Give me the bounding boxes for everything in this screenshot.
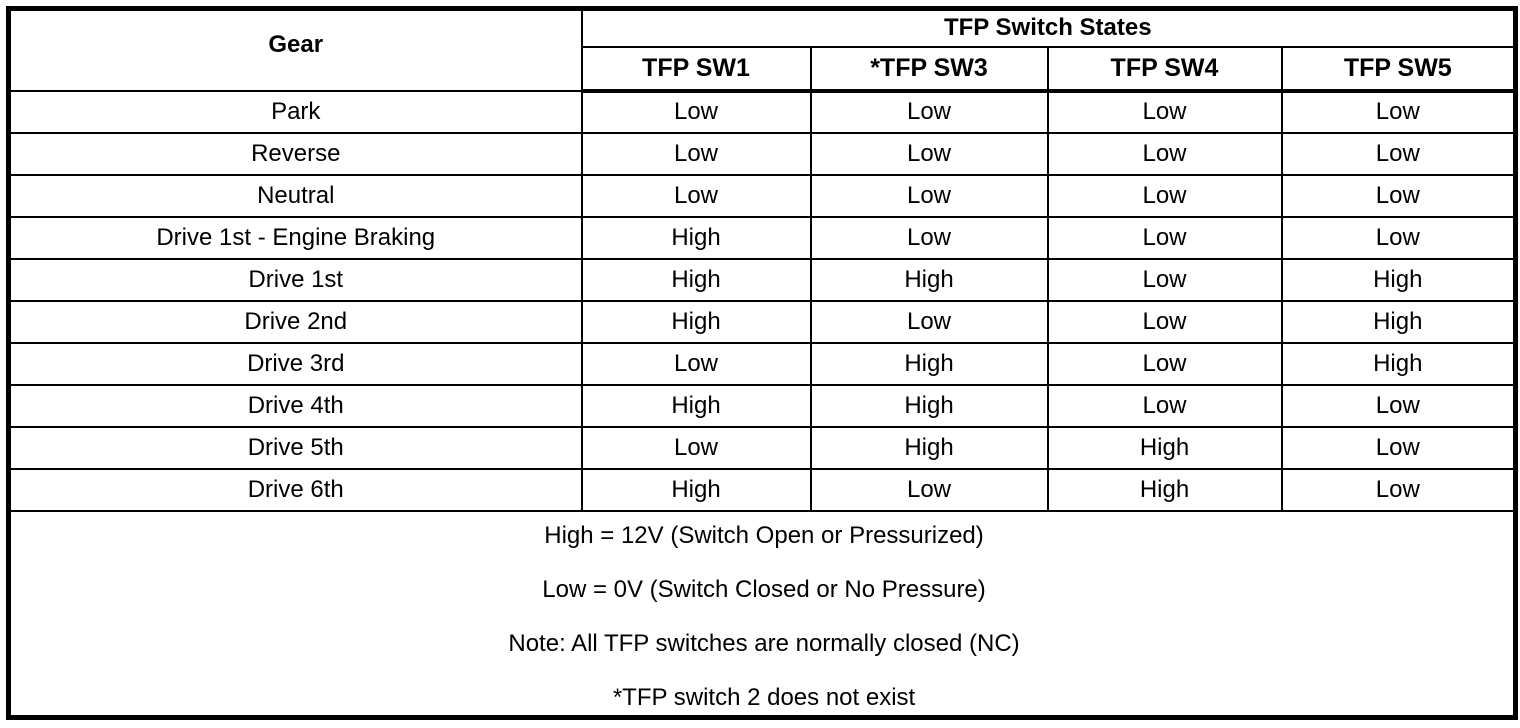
note-low-definition: Low = 0V (Switch Closed or No Pressure)	[542, 575, 986, 603]
gear-cell: Drive 4th	[7, 383, 583, 428]
state-cell: Low	[1046, 131, 1283, 176]
state-cell: High	[1046, 425, 1283, 470]
state-cell: High	[580, 215, 812, 260]
gear-cell: Drive 2nd	[7, 299, 583, 344]
column-header-tfp-sw3: *TFP SW3	[809, 45, 1049, 93]
state-cell: High	[1280, 257, 1517, 302]
state-cell: Low	[1046, 341, 1283, 386]
state-cell: High	[580, 257, 812, 302]
state-cell: Low	[809, 89, 1049, 134]
state-cell: Low	[1046, 173, 1283, 218]
footnotes-row: High = 12V (Switch Open or Pressurized) …	[7, 509, 1517, 719]
tfp-switch-states-table: Gear TFP Switch States TFP SW1 *TFP SW3 …	[6, 6, 1519, 720]
state-cell: High	[809, 383, 1049, 428]
header-group-row: Gear TFP Switch States	[7, 7, 1517, 92]
note-high-definition: High = 12V (Switch Open or Pressurized)	[544, 521, 984, 549]
state-cell: Low	[809, 131, 1049, 176]
footnotes-cell: High = 12V (Switch Open or Pressurized) …	[7, 509, 1517, 719]
gear-cell: Drive 6th	[7, 467, 583, 512]
state-cell: Low	[580, 131, 812, 176]
state-cell: Low	[1280, 173, 1517, 218]
state-cell: High	[580, 383, 812, 428]
gear-cell: Neutral	[7, 173, 583, 218]
column-header-row: TFP SW1 *TFP SW3 TFP SW4 TFP SW5	[9, 45, 1517, 93]
state-cell: High	[580, 299, 812, 344]
table-row-drive-3rd: Drive 3rd Low High Low High	[7, 341, 1517, 386]
note-normally-closed: Note: All TFP switches are normally clos…	[508, 629, 1020, 657]
column-header-tfp-sw5: TFP SW5	[1280, 45, 1517, 93]
state-cell: High	[1280, 299, 1517, 344]
state-cell: Low	[580, 173, 812, 218]
table-row-drive-6th: Drive 6th High Low High Low	[7, 467, 1517, 512]
table-row-drive-1st-engine-braking: Drive 1st - Engine Braking High Low Low …	[7, 215, 1517, 260]
state-cell: High	[809, 425, 1049, 470]
state-cell: Low	[809, 467, 1049, 512]
state-cell: Low	[1046, 215, 1283, 260]
state-cell: Low	[580, 89, 812, 134]
state-cell: Low	[1280, 425, 1517, 470]
state-cell: Low	[1046, 299, 1283, 344]
gear-cell: Drive 1st - Engine Braking	[7, 215, 583, 260]
state-cell: High	[1280, 341, 1517, 386]
table-row-drive-1st: Drive 1st High High Low High	[7, 257, 1517, 302]
state-cell: Low	[1046, 257, 1283, 302]
state-cell: High	[809, 341, 1049, 386]
state-cell: Low	[1046, 383, 1283, 428]
column-header-tfp-sw1: TFP SW1	[580, 45, 812, 93]
state-cell: Low	[1046, 89, 1283, 134]
state-cell: High	[1046, 467, 1283, 512]
state-cell: Low	[1280, 467, 1517, 512]
table-row-reverse: Reverse Low Low Low Low	[7, 131, 1517, 176]
state-cell: Low	[809, 173, 1049, 218]
state-cell: High	[809, 257, 1049, 302]
gear-column-header: Gear	[7, 7, 583, 92]
state-cell: Low	[1280, 89, 1517, 134]
state-cell: Low	[809, 215, 1049, 260]
state-cell: Low	[580, 341, 812, 386]
table-row-drive-5th: Drive 5th Low High High Low	[7, 425, 1517, 470]
table-row-neutral: Neutral Low Low Low Low	[7, 173, 1517, 218]
note-switch2-not-exist: *TFP switch 2 does not exist	[612, 683, 916, 711]
table-row-drive-4th: Drive 4th High High Low Low	[7, 383, 1517, 428]
gear-cell: Drive 5th	[7, 425, 583, 470]
state-cell: Low	[580, 425, 812, 470]
switch-states-group-header: TFP Switch States	[580, 7, 1517, 48]
gear-cell: Reverse	[7, 131, 583, 176]
gear-cell: Drive 1st	[7, 257, 583, 302]
state-cell: High	[580, 467, 812, 512]
table-row-drive-2nd: Drive 2nd High Low Low High	[7, 299, 1517, 344]
state-cell: Low	[1280, 383, 1517, 428]
state-cell: Low	[809, 299, 1049, 344]
state-cell: Low	[1280, 215, 1517, 260]
table-row-park: Park Low Low Low Low	[7, 89, 1517, 134]
column-header-tfp-sw4: TFP SW4	[1046, 45, 1283, 93]
gear-cell: Park	[7, 89, 583, 134]
gear-cell: Drive 3rd	[7, 341, 583, 386]
state-cell: Low	[1280, 131, 1517, 176]
